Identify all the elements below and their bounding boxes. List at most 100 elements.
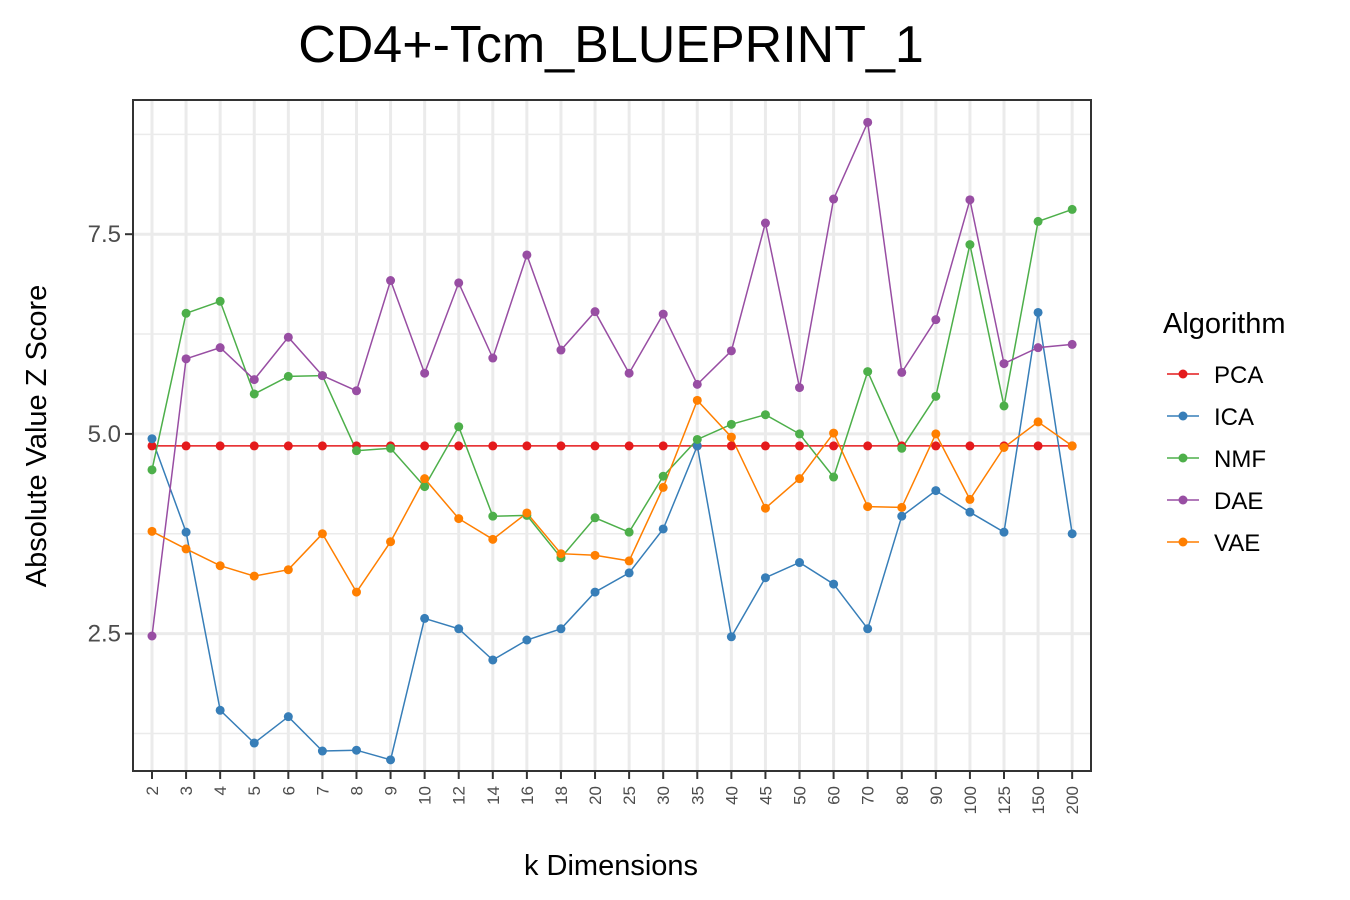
point-nmf [283, 371, 293, 381]
grid [133, 100, 1091, 771]
point-pca [863, 441, 873, 451]
point-dae [931, 315, 941, 325]
point-nmf [829, 472, 839, 482]
point-ica [1067, 529, 1077, 539]
point-ica [556, 624, 566, 634]
point-vae [351, 587, 361, 597]
point-nmf [760, 410, 770, 420]
point-pca [931, 441, 941, 451]
point-dae [1033, 343, 1043, 353]
point-dae [454, 278, 464, 288]
series-line-vae [151, 399, 1073, 594]
point-vae [726, 432, 736, 442]
point-pca [147, 441, 157, 451]
legend-key-point-dae [1178, 495, 1188, 505]
point-vae [249, 571, 259, 581]
point-nmf [215, 296, 225, 306]
point-vae [556, 549, 566, 559]
point-dae [863, 117, 873, 127]
point-vae [658, 482, 668, 492]
legend-label-dae: DAE [1214, 488, 1263, 515]
x-axis-title: k Dimensions [524, 850, 698, 882]
point-nmf [420, 482, 430, 492]
point-vae [283, 565, 293, 575]
point-ica [692, 441, 702, 451]
point-vae [181, 544, 191, 554]
series-line-dae [151, 119, 1073, 637]
point-pca [624, 441, 634, 451]
series-line-nmf [151, 208, 1073, 559]
point-ica [181, 527, 191, 537]
point-dae [590, 307, 600, 317]
point-pca [420, 441, 430, 451]
point-ica [249, 738, 259, 748]
point-ica [351, 745, 361, 755]
point-vae [386, 537, 396, 547]
point-dae [249, 375, 259, 385]
point-ica [897, 511, 907, 521]
axes: 2.55.07.52 3 4 5 6 7 8 9 10 12 14 16 18 20 25 30 35 40 45 5… [88, 221, 1083, 814]
point-ica [488, 655, 498, 665]
point-nmf [931, 391, 941, 401]
point-ica [760, 573, 770, 583]
point-dae [386, 276, 396, 286]
x-tick-label: 90 [927, 786, 946, 805]
x-tick-label: 125 [995, 786, 1014, 814]
legend: Algorithm PCA ICA NMF DAE VAE [1163, 308, 1286, 557]
point-pca [795, 441, 805, 451]
point-ica [317, 746, 327, 756]
point-pca [317, 441, 327, 451]
point-dae [215, 343, 225, 353]
point-vae [999, 442, 1009, 452]
point-pca [454, 441, 464, 451]
x-tick-label: 35 [688, 786, 707, 805]
point-vae [522, 508, 532, 518]
point-nmf [249, 389, 259, 399]
x-tick-label: 45 [756, 786, 775, 805]
point-nmf [726, 419, 736, 429]
point-nmf [1067, 204, 1077, 214]
point-nmf [658, 471, 668, 481]
point-ica [590, 587, 600, 597]
point-ica [283, 712, 293, 722]
x-tick-label: 50 [791, 786, 810, 805]
point-vae [488, 534, 498, 544]
point-ica [965, 507, 975, 517]
x-tick-label: 16 [518, 786, 537, 805]
point-ica [829, 579, 839, 589]
x-tick-label: 5 [245, 786, 264, 795]
point-dae [999, 359, 1009, 369]
point-dae [522, 250, 532, 260]
x-tick-label: 100 [961, 786, 980, 814]
y-tick-label: 2.5 [88, 621, 121, 648]
point-ica [454, 624, 464, 634]
point-vae [215, 561, 225, 571]
point-pca [522, 441, 532, 451]
point-pca [283, 441, 293, 451]
x-tick-label: 18 [552, 786, 571, 805]
point-dae [692, 379, 702, 389]
x-tick-label: 2 [143, 786, 162, 795]
x-tick-label: 60 [825, 786, 844, 805]
point-ica [624, 568, 634, 578]
point-nmf [863, 367, 873, 377]
point-vae [863, 502, 873, 512]
y-tick-label: 7.5 [88, 221, 121, 248]
point-dae [488, 353, 498, 363]
point-vae [147, 526, 157, 536]
point-vae [795, 474, 805, 484]
point-pca [726, 441, 736, 451]
point-pca [658, 441, 668, 451]
point-nmf [454, 422, 464, 432]
point-vae [590, 550, 600, 560]
point-nmf [897, 443, 907, 453]
x-tick-label: 14 [484, 786, 503, 805]
point-ica [147, 434, 157, 444]
point-nmf [488, 511, 498, 521]
legend-key-point-pca [1178, 369, 1188, 379]
x-tick-label: 10 [416, 786, 435, 805]
chart-title: CD4+-Tcm_BLUEPRINT_1 [298, 16, 924, 74]
point-vae [1067, 441, 1077, 451]
point-dae [147, 631, 157, 641]
point-nmf [147, 465, 157, 475]
